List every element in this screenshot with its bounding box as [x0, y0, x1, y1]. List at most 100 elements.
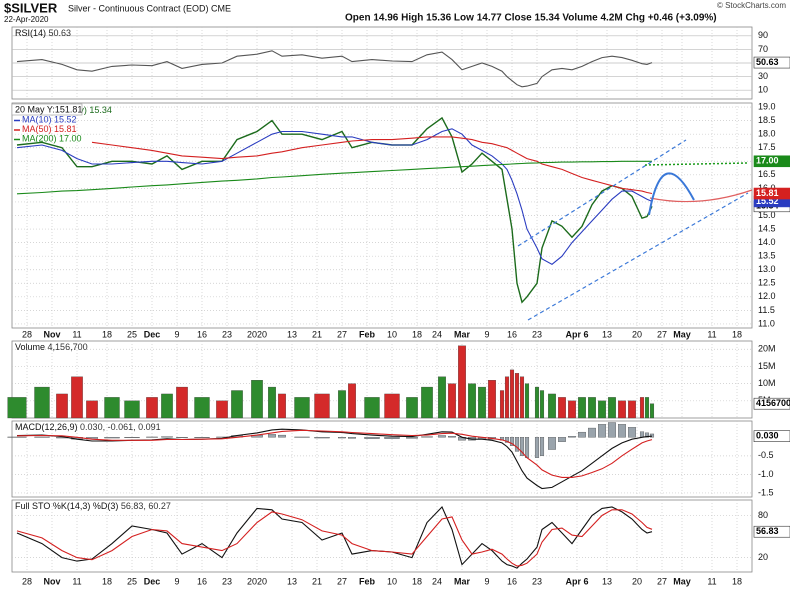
bar — [294, 397, 310, 419]
bar — [421, 436, 433, 438]
x-tick-label: 20 — [632, 329, 642, 339]
y-tick-label: -1.5 — [758, 487, 774, 497]
channel-lower — [527, 192, 749, 321]
x-tick-label: 23 — [532, 329, 542, 339]
last-value-box — [753, 525, 790, 538]
panel-title-name: MACD(12,26,9) — [15, 422, 78, 432]
bar — [176, 437, 188, 438]
bar — [568, 436, 576, 438]
bar — [524, 383, 530, 419]
bar — [504, 376, 510, 419]
x-tick-label: 25 — [127, 576, 137, 586]
symbol: $SILVER — [4, 0, 58, 15]
y-tick-label: 11.0 — [758, 318, 775, 328]
bar — [406, 437, 418, 439]
y-tick-label: 15M — [758, 361, 776, 371]
bar — [7, 436, 27, 438]
panel — [11, 499, 753, 573]
x-tick-label: 23 — [222, 576, 232, 586]
bar — [514, 437, 520, 452]
bar — [618, 424, 626, 438]
bar — [406, 397, 418, 419]
bar — [176, 386, 188, 419]
legend-name: MA(50) — [22, 124, 52, 134]
bar — [598, 400, 606, 419]
bar — [504, 437, 510, 443]
y-tick-label: 12.0 — [758, 291, 776, 301]
bar — [558, 437, 566, 442]
x-tick-label: 18 — [102, 576, 112, 586]
bar — [639, 397, 645, 419]
x-tick-label: Dec — [144, 576, 161, 586]
bar — [161, 393, 173, 419]
x-tick-label: 10 — [387, 329, 397, 339]
x-tick-label: 13 — [287, 329, 297, 339]
y-tick-label: 16.5 — [758, 169, 776, 179]
ma200-extension — [644, 162, 749, 166]
y-tick-label: 17.5 — [758, 142, 776, 152]
x-tick-label: 9 — [484, 329, 489, 339]
y-tick-label: 12.5 — [758, 278, 776, 288]
legend-value: 15.81 — [54, 124, 77, 134]
bar — [438, 435, 446, 438]
panel-title: Full STO %K(14,3) %D(3) 56.83, 60.27 — [15, 501, 171, 511]
bar — [338, 390, 346, 419]
y-tick-label: 14.5 — [758, 223, 776, 233]
x-tick-label: 28 — [22, 576, 32, 586]
ma50-extension — [649, 189, 753, 203]
last-value-box — [753, 155, 790, 168]
legend-value: 15.52 — [54, 115, 77, 125]
series-line — [16, 116, 653, 304]
bar — [588, 427, 596, 438]
y-tick-label: 70 — [758, 44, 768, 54]
bar — [519, 437, 525, 456]
x-tick-label: 16 — [197, 329, 207, 339]
bar — [384, 393, 400, 419]
bar — [548, 393, 556, 419]
panel-title-values: 4,156,700 — [48, 342, 88, 352]
bar — [34, 436, 50, 438]
last-value-label: 0.030 — [756, 431, 779, 441]
x-tick-label: Mar — [454, 329, 471, 339]
last-value-box — [753, 397, 790, 410]
y-tick-label: 20 — [758, 552, 768, 562]
bar — [104, 397, 120, 419]
y-tick-label: -0.5 — [758, 450, 774, 460]
bar — [539, 390, 545, 419]
x-tick-label: 9 — [174, 329, 179, 339]
legend-entry: MA(200) 17.00 — [22, 134, 82, 144]
panel-title-name: RSI(14) — [15, 28, 46, 38]
bar — [628, 427, 636, 438]
legend-value: 15.34 — [89, 105, 112, 115]
series-line — [16, 160, 652, 195]
x-tick-label: 11 — [707, 576, 716, 586]
x-tick-label: 2020 — [247, 329, 267, 339]
y-tick-label: 18.5 — [758, 115, 776, 125]
bar — [146, 436, 158, 438]
series-line — [16, 50, 653, 88]
y-tick-label: 10 — [758, 85, 768, 95]
x-tick-label: 11 — [72, 329, 81, 339]
x-tick-label: 20 — [632, 576, 642, 586]
bar — [7, 397, 27, 419]
y-tick-label: 19.0 — [758, 101, 776, 111]
bar — [558, 397, 566, 419]
series-line — [91, 136, 653, 195]
y-tick-label: 18.0 — [758, 129, 776, 139]
bar — [578, 397, 586, 419]
description: Silver - Continuous Contract (EOD) CME — [68, 3, 231, 13]
x-tick-label: 18 — [412, 329, 422, 339]
y-tick-label: 90 — [758, 30, 768, 40]
bar — [598, 424, 606, 438]
x-tick-label: 16 — [507, 329, 517, 339]
bar — [548, 437, 556, 450]
tooltip-box — [11, 103, 83, 116]
bar — [124, 400, 140, 419]
bar — [216, 400, 228, 419]
x-tick-label: 2020 — [247, 576, 267, 586]
bar — [509, 437, 515, 446]
x-tick-label: 10 — [387, 576, 397, 586]
bar — [194, 437, 210, 438]
x-tick-label: 13 — [287, 576, 297, 586]
